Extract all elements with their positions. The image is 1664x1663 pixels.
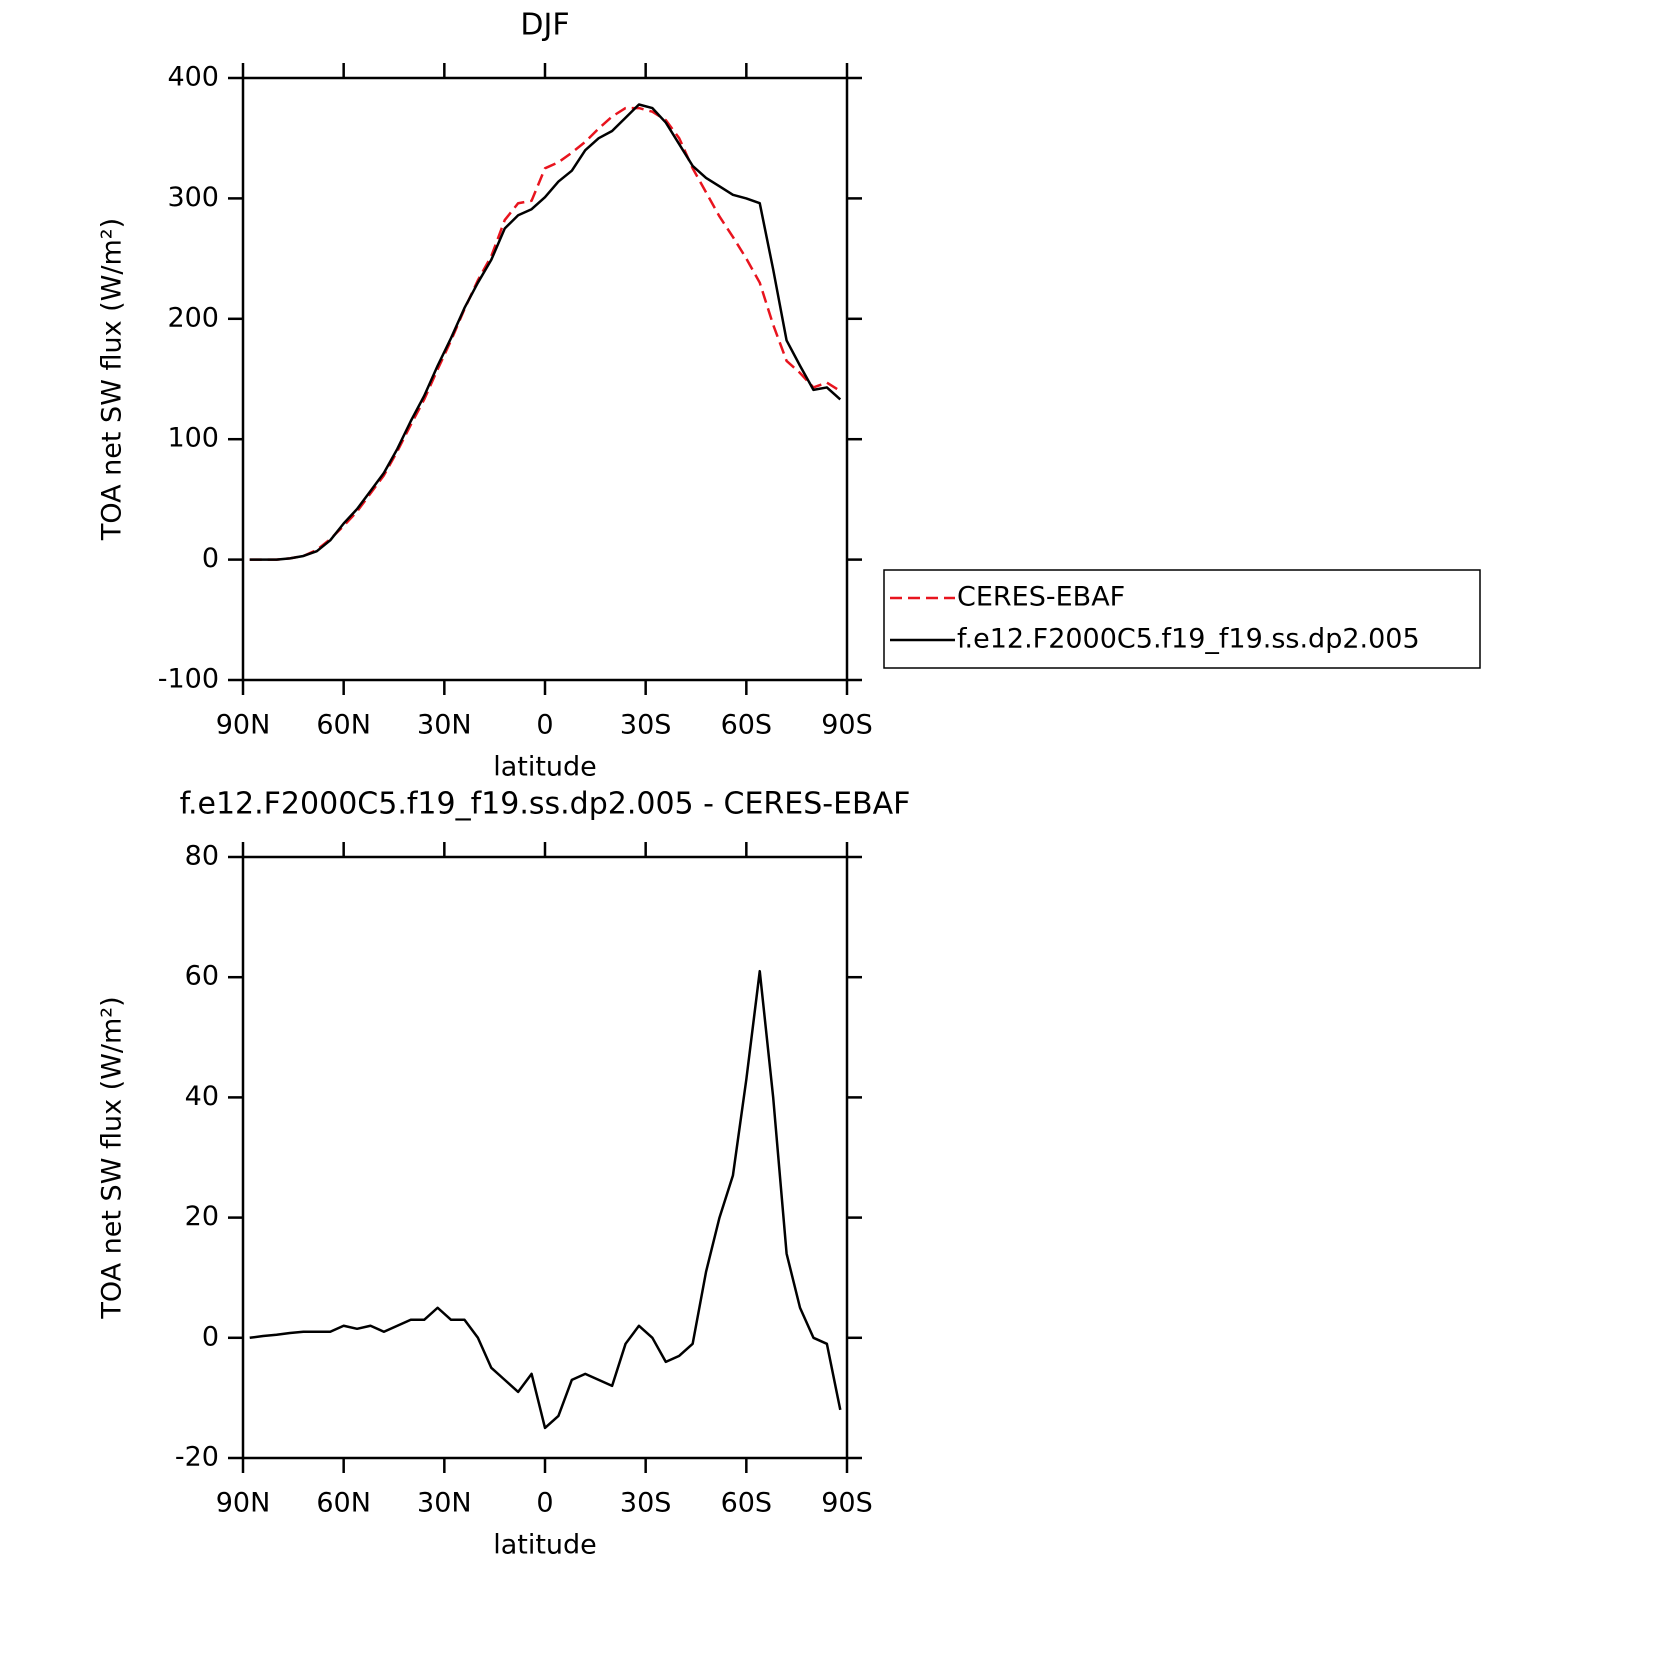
x-axis-label: latitude [493, 752, 597, 783]
y-tick-label: 100 [167, 423, 219, 454]
legend-label: CERES-EBAF [957, 582, 1125, 613]
x-tick-label: 90S [821, 1488, 873, 1519]
y-tick-label: 60 [185, 961, 219, 992]
chart-title: f.e12.F2000C5.f19_f19.ss.dp2.005 - CERES… [180, 787, 911, 822]
x-tick-label: 0 [536, 1488, 553, 1519]
chart-title: DJF [520, 8, 569, 43]
x-tick-label: 0 [536, 710, 553, 741]
x-tick-label: 60N [316, 1488, 371, 1519]
x-tick-label: 90S [821, 710, 873, 741]
x-tick-label: 30S [620, 710, 672, 741]
series-line [249, 969, 842, 1430]
y-tick-label: 80 [185, 841, 219, 872]
x-axis-label: latitude [493, 1530, 597, 1561]
y-tick-label: 0 [202, 1321, 219, 1352]
y-tick-label: 20 [185, 1201, 219, 1232]
x-tick-label: 30N [417, 710, 472, 741]
x-tick-label: 60N [316, 710, 371, 741]
x-tick-label: 30N [417, 1488, 472, 1519]
y-tick-label: 400 [167, 62, 219, 93]
y-tick-label: 200 [167, 302, 219, 333]
x-tick-label: 60S [721, 1488, 773, 1519]
y-axis-label: TOA net SW flux (W/m²) [97, 996, 128, 1319]
legend-box [883, 569, 1481, 669]
y-axis-label: TOA net SW flux (W/m²) [97, 218, 128, 541]
y-tick-label: 300 [167, 182, 219, 213]
y-tick-label: 0 [202, 543, 219, 574]
x-tick-label: 60S [721, 710, 773, 741]
y-tick-label: -100 [158, 664, 219, 695]
y-tick-label: -20 [175, 1442, 219, 1473]
x-tick-label: 30S [620, 1488, 672, 1519]
x-tick-label: 90N [216, 710, 271, 741]
series-line [249, 103, 842, 561]
legend-label: f.e12.F2000C5.f19_f19.ss.dp2.005 [957, 624, 1420, 655]
series-line [249, 106, 841, 561]
x-tick-label: 90N [216, 1488, 271, 1519]
plot-frame [241, 855, 849, 1460]
y-tick-label: 40 [185, 1081, 219, 1112]
